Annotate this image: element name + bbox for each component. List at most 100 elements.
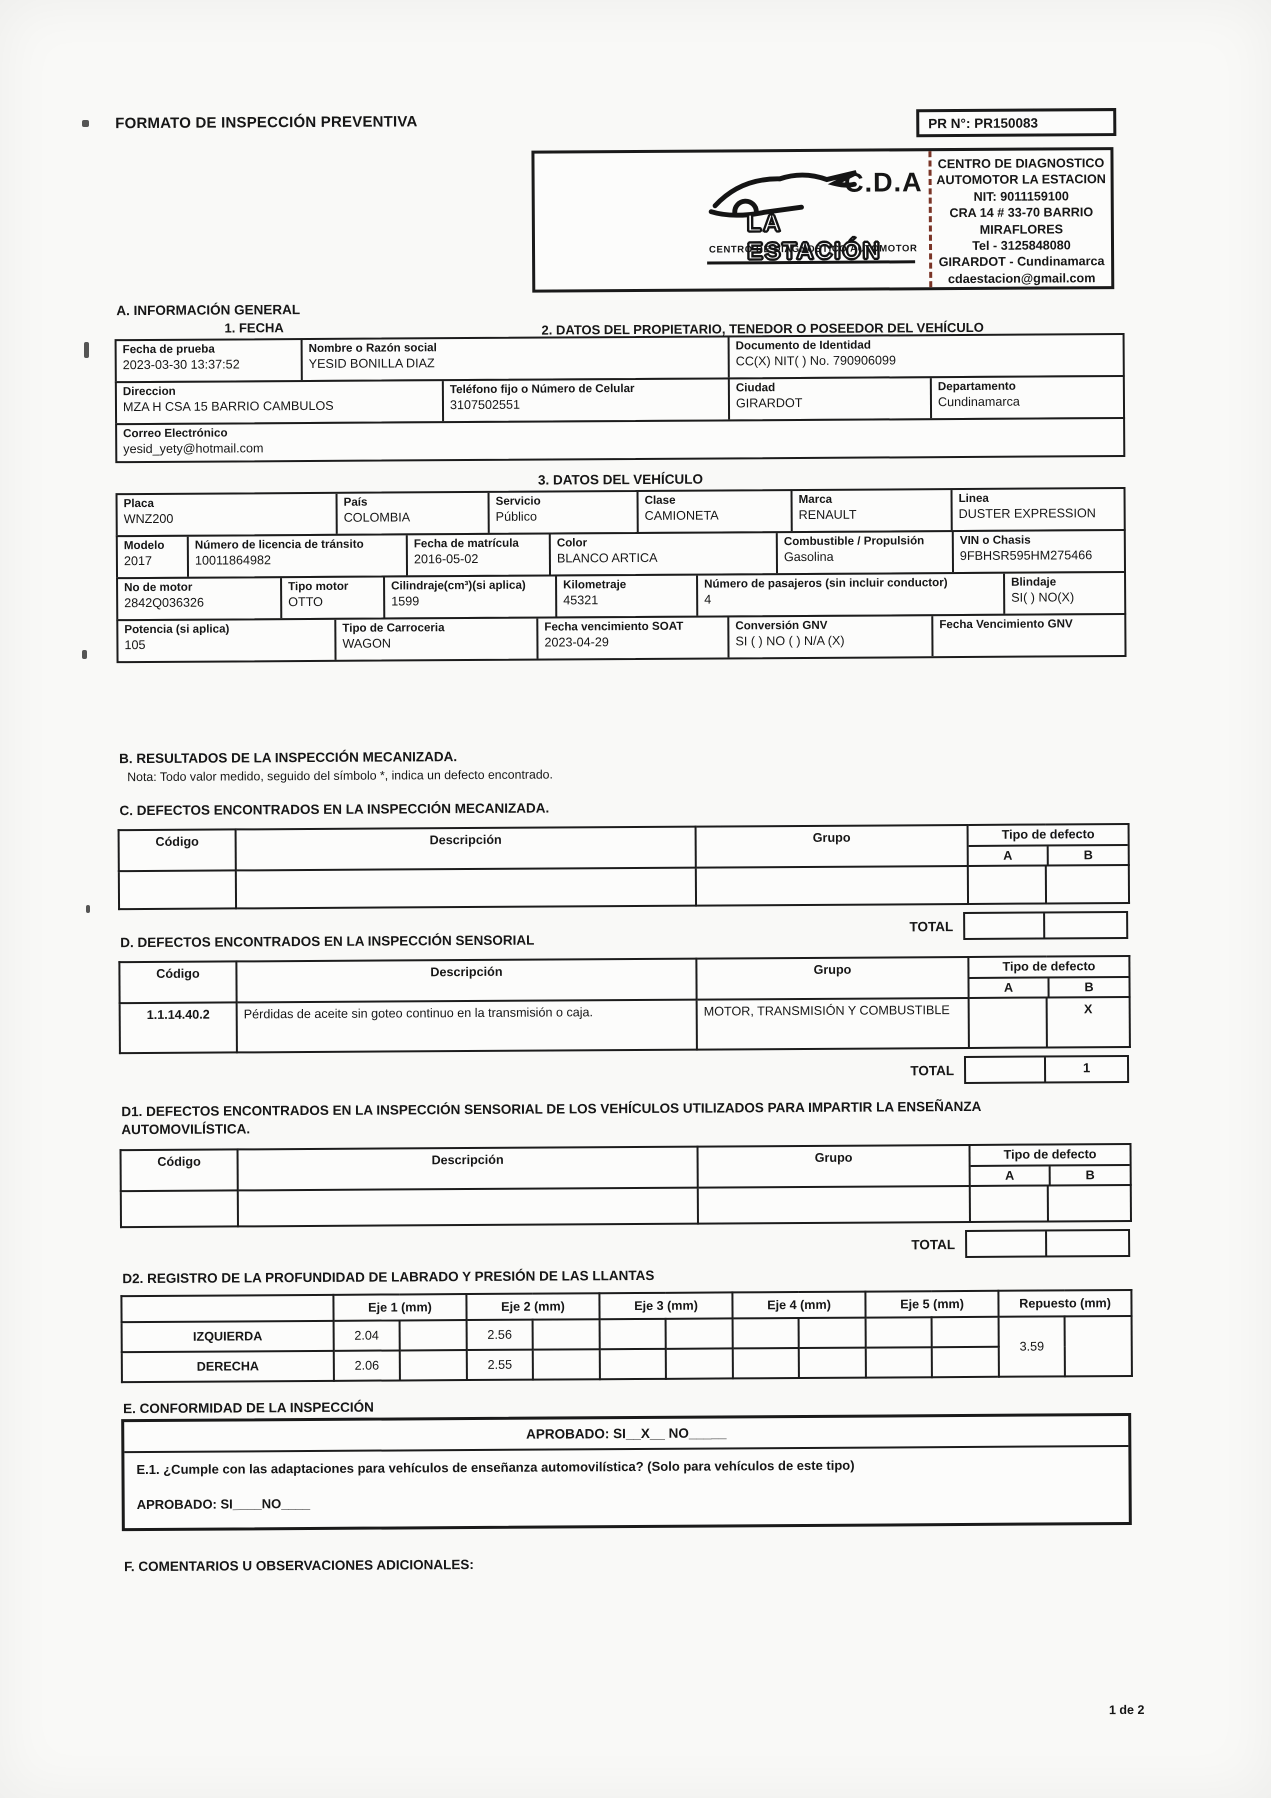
logo-cda-text: C.D.A (844, 167, 923, 198)
col-descripcion: Descripción (235, 826, 696, 871)
heading-fecha: 1. FECHA (224, 320, 284, 336)
empty-row (120, 1184, 1131, 1228)
col-tipo-b: B (1048, 1165, 1130, 1185)
scan-artifact (86, 905, 90, 913)
field-documento: Documento de Identidad CC(X) NIT( ) No. … (727, 335, 1123, 378)
field-gnv: Conversión GNV SI ( ) NO ( ) N/A (X) (727, 616, 932, 658)
e1-aprobado-line: APROBADO: SI____NO____ (136, 1495, 311, 1513)
col-tipo-defecto: Tipo de defecto A B (969, 1143, 1131, 1186)
field-departamento: Departamento Cundinamarca (929, 377, 1124, 419)
conformity-box: APROBADO: SI__X__ NO_____ E.1. ¿Cumple c… (121, 1412, 1132, 1532)
logo-tagline: CENTRO DE DIAGNOSTICO AUTOMOTOR (709, 243, 918, 256)
col-codigo: Código (120, 1149, 238, 1192)
defect-row: 1.1.14.40.2 Pérdidas de aceite sin goteo… (119, 996, 1130, 1054)
scan-artifact (84, 342, 89, 358)
field-cilindraje: Cilindraje(cm³)(si aplica) 1599 (383, 576, 556, 618)
field-pais: País COLOMBIA (335, 492, 488, 534)
field-linea: Linea DUSTER EXPRESSION (950, 489, 1124, 531)
col-grupo: Grupo (695, 824, 968, 868)
field-licencia: Número de licencia de tránsito 100118649… (186, 535, 407, 577)
col-eje2: Eje 2 (mm) (466, 1293, 600, 1321)
field-correo: Correo Electrónico yesid_yety@hotmail.co… (123, 426, 264, 457)
company-info-line: AUTOMOTOR LA ESTACION (936, 172, 1106, 188)
field-pasajeros: Número de pasajeros (sin incluir conduct… (696, 573, 1004, 616)
defects-teaching-table: Código Descripción Grupo Tipo de defecto… (119, 1142, 1132, 1229)
company-info-line: GIRARDOT - Cundinamarca (938, 254, 1105, 270)
field-potencia: Potencia (si aplica) 105 (124, 622, 230, 653)
total-box-d1 (965, 1228, 1131, 1258)
page-number: 1 de 2 (1108, 1702, 1145, 1718)
defects-sensorial-table: Código Descripción Grupo Tipo de defecto… (118, 954, 1131, 1055)
scan-artifact (82, 120, 89, 127)
col-eje3: Eje 3 (mm) (599, 1292, 733, 1320)
col-codigo: Código (118, 829, 236, 872)
field-servicio: Servicio Público (487, 491, 637, 533)
field-soat: Fecha vencimiento SOAT 2023-04-29 (536, 617, 728, 659)
vehicle-info-table: Placa WNZ200 País COLOMBIA Servicio Públ… (115, 486, 1127, 664)
defects-mechanized-table: Código Descripción Grupo Tipo de defecto… (117, 822, 1131, 911)
field-fecha-prueba: Fecha de prueba 2023-03-30 13:37:52 (122, 342, 240, 373)
field-carroceria: Tipo de Carroceria WAGON (334, 618, 537, 660)
field-ciudad: Ciudad GIRARDOT (727, 378, 931, 420)
total-box-d: 1 (963, 1054, 1130, 1084)
total-box-c (963, 910, 1129, 940)
col-eje5: Eje 5 (mm) (865, 1290, 999, 1318)
company-info: CENTRO DE DIAGNOSTICO AUTOMOTOR LA ESTAC… (928, 150, 1112, 288)
car-logo-icon (708, 170, 858, 218)
owner-info-table: Fecha de prueba 2023-03-30 13:37:52 Nomb… (114, 333, 1126, 464)
tyre-row-derecha: DERECHA 2.06 2.55 (121, 1346, 1132, 1383)
col-repuesto: Repuesto (mm) (998, 1289, 1132, 1317)
total-row-d: TOTAL 1 (119, 1054, 1130, 1089)
scan-artifact (82, 650, 87, 659)
field-nombre: Nombre o Razón social YESID BONILLA DIAZ (300, 337, 728, 381)
section-d2-title: D2. REGISTRO DE LA PROFUNDIDAD DE LABRAD… (122, 1267, 655, 1287)
tyre-depth-table: Eje 1 (mm) Eje 2 (mm) Eje 3 (mm) Eje 4 (… (120, 1288, 1134, 1384)
col-tipo-b: B (1047, 977, 1129, 997)
field-blindaje: Blindaje SI( ) NO(X) (1003, 573, 1125, 614)
col-eje1: Eje 1 (mm) (333, 1294, 467, 1321)
col-descripcion: Descripción (236, 958, 697, 1003)
field-matricula: Fecha de matrícula 2016-05-02 (405, 534, 550, 576)
pr-number: PR N°: PR150083 (928, 115, 1039, 132)
logo-name-text: LA ESTACIÓN (746, 209, 882, 266)
field-telefono: Teléfono fijo o Número de Celular 310750… (441, 379, 729, 422)
field-marca: Marca RENAULT (790, 490, 951, 532)
field-clase: Clase CAMIONETA (636, 491, 791, 532)
field-combustible: Combustible / Propulsión Gasolina (775, 532, 953, 574)
repuesto-value: 3.59 (998, 1316, 1066, 1377)
col-side (121, 1294, 334, 1323)
field-motor: No de motor 2842Q036326 (124, 580, 205, 611)
col-tipo-defecto: Tipo de defecto A B (968, 955, 1130, 998)
field-vin: VIN o Chasis 9FBHSR595HM275466 (951, 531, 1125, 573)
col-eje4: Eje 4 (mm) (732, 1291, 866, 1319)
company-info-line: CRA 14 # 33-70 BARRIO (949, 205, 1094, 221)
col-tipo-defecto: Tipo de defecto A B (967, 823, 1129, 866)
total-row-d1: TOTAL (120, 1228, 1131, 1263)
section-e-title: E. CONFORMIDAD DE LA INSPECCIÓN (123, 1399, 374, 1417)
empty-row (118, 864, 1130, 910)
col-tipo-a: A (1005, 1168, 1015, 1183)
company-info-line: MIRAFLORES (979, 222, 1064, 237)
pr-number-box: PR N°: PR150083 (916, 108, 1117, 138)
col-grupo: Grupo (696, 956, 969, 1000)
total-d-value: 1 (1082, 1060, 1091, 1076)
field-color: Color BLANCO ARTICA (548, 533, 777, 575)
company-info-line: Tel - 3125848080 (972, 238, 1071, 253)
field-modelo: Modelo 2017 (123, 538, 165, 569)
e1-block: E.1. ¿Cumple con las adaptaciones para v… (124, 1447, 1128, 1528)
page-title: FORMATO DE INSPECCIÓN PREVENTIVA (115, 113, 418, 133)
col-tipo-a: A (1003, 848, 1013, 863)
field-kilometraje: Kilometraje 45321 (555, 575, 697, 617)
col-codigo: Código (119, 961, 237, 1004)
company-email: cdaestacion@gmail.com (947, 271, 1096, 286)
col-grupo: Grupo (697, 1144, 970, 1188)
section-b-title: B. RESULTADOS DE LA INSPECCIÓN MECANIZAD… (119, 749, 458, 767)
section-c-title: C. DEFECTOS ENCONTRADOS EN LA INSPECCIÓN… (119, 800, 550, 819)
section-f-title: F. COMENTARIOS U OBSERVACIONES ADICIONAL… (124, 1557, 474, 1575)
section-b-note: Nota: Todo valor medido, seguido del sím… (127, 767, 553, 785)
col-tipo-b: B (1046, 845, 1128, 865)
company-header-box: C.D.A LA ESTACIÓN CENTRO DE DIAGNOSTICO … (531, 147, 1115, 293)
company-logo: C.D.A LA ESTACIÓN CENTRO DE DIAGNOSTICO … (534, 151, 929, 289)
e1-question: E.1. ¿Cumple con las adaptaciones para v… (136, 1457, 855, 1478)
